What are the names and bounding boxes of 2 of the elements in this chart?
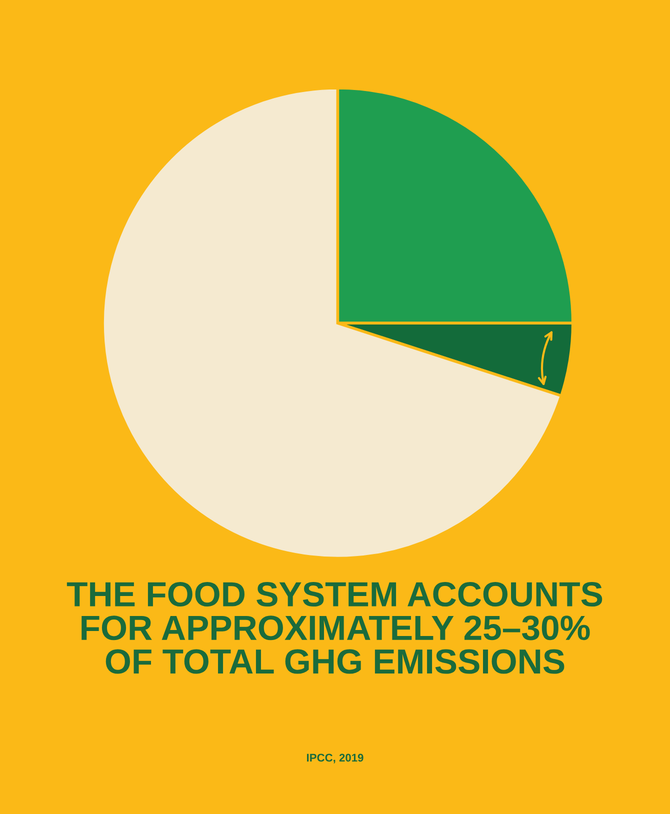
text: THE FOOD SYSTEM ACCOUNTS FOR APPROXIMATELY 25–30% OF TOTAL GHG EMISSIONS	[66, 582, 602, 674]
text: IPCC, 2019	[307, 754, 364, 764]
